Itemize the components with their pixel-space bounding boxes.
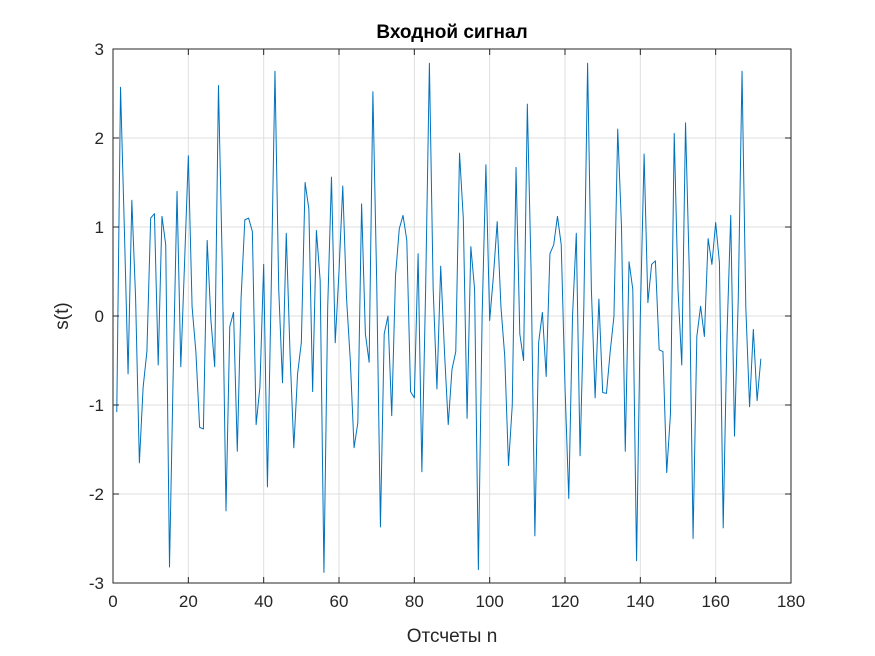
ticks bbox=[112, 48, 792, 584]
y-tick-label: 3 bbox=[95, 40, 104, 59]
x-tick-label: 160 bbox=[701, 592, 729, 611]
x-tick-label: 100 bbox=[475, 592, 503, 611]
y-tick-label: -3 bbox=[89, 574, 104, 593]
y-tick-label: -1 bbox=[89, 396, 104, 415]
x-tick-label: 60 bbox=[330, 592, 349, 611]
x-tick-label: 40 bbox=[254, 592, 273, 611]
x-tick-label: 180 bbox=[777, 592, 805, 611]
x-tick-label: 20 bbox=[179, 592, 198, 611]
y-tick-label: 1 bbox=[95, 218, 104, 237]
y-axis-label: s(t) bbox=[52, 302, 73, 329]
x-tick-label: 80 bbox=[405, 592, 424, 611]
chart-title: Входной сигнал bbox=[376, 22, 527, 43]
x-tick-label: 140 bbox=[626, 592, 654, 611]
x-tick-label: 0 bbox=[108, 592, 117, 611]
tick-labels: 0 20 40 60 80 100 120 140 160 180 -3 -2 -1 0 1 2 3 bbox=[89, 40, 805, 611]
x-tick-label: 120 bbox=[551, 592, 579, 611]
y-tick-label: -2 bbox=[89, 485, 104, 504]
y-tick-label: 0 bbox=[95, 307, 104, 326]
series-layer bbox=[116, 62, 762, 573]
y-tick-label: 2 bbox=[95, 129, 104, 148]
x-axis-label: Отсчеты n bbox=[407, 626, 498, 647]
signal-series-line bbox=[116, 62, 762, 573]
